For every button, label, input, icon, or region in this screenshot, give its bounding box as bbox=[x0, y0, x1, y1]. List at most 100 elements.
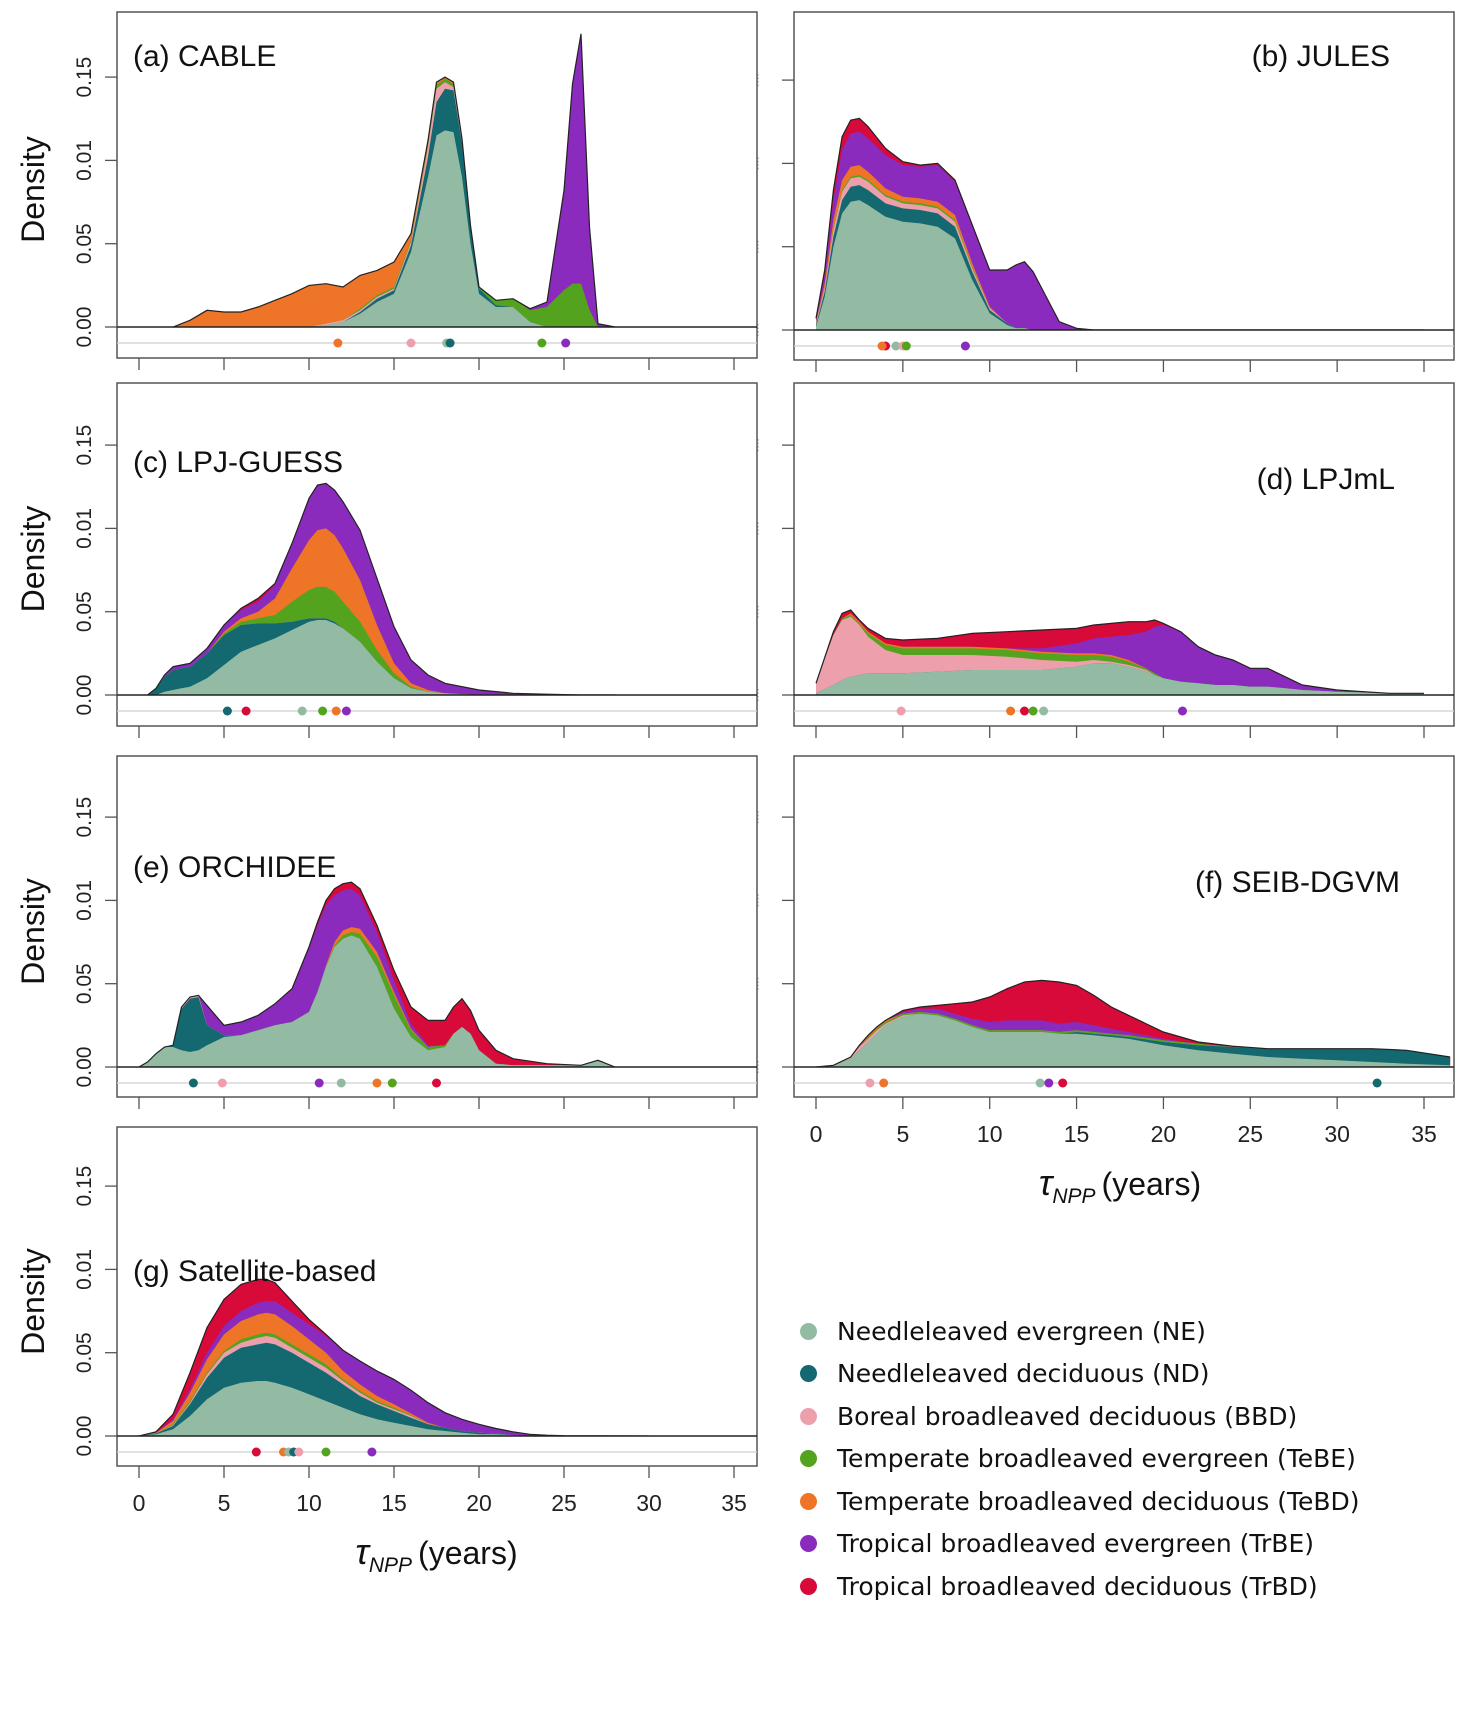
y-tick-label: 0.05 bbox=[73, 1332, 96, 1373]
y-axis-label: Density bbox=[15, 136, 51, 243]
x-tick-label: 0 bbox=[133, 1490, 146, 1516]
mean-dot-TrBD bbox=[241, 706, 251, 716]
plot-frame bbox=[116, 1126, 758, 1467]
legend-item-TrBD: Tropical broadleaved deciduous (TrBD) bbox=[800, 1565, 1360, 1608]
legend-label: Temperate broadleaved deciduous (TeBD) bbox=[837, 1486, 1360, 1516]
area-NE bbox=[816, 1013, 1451, 1067]
x-tick-label: 20 bbox=[1151, 1121, 1177, 1147]
mean-dot-TeBD bbox=[372, 1078, 382, 1088]
legend: Needleleaved evergreen (NE) Needleleaved … bbox=[800, 1310, 1360, 1608]
mean-dot-BBD bbox=[294, 1447, 304, 1457]
mean-dot-TrBE bbox=[314, 1078, 324, 1088]
panel-c: 0.00 0.05 0.01 0.15 Density (c) LPJ-GUESS bbox=[15, 382, 758, 738]
y-tick-label: 0.05 bbox=[73, 591, 96, 632]
mean-dot-TeBE bbox=[318, 706, 328, 716]
y-tick-label: 0.01 bbox=[73, 880, 96, 921]
mean-dot-TeBD bbox=[333, 338, 343, 348]
mean-dot-TeBE bbox=[1028, 706, 1038, 716]
mean-dot-NE bbox=[297, 706, 307, 716]
panel-a: 0.00 0.05 0.01 0.15 Density (a) CABLE bbox=[15, 11, 758, 370]
stacked-areas bbox=[172, 33, 616, 327]
legend-dot-icon bbox=[800, 1407, 817, 1425]
mean-dot-TrBE bbox=[1178, 706, 1187, 716]
legend-dot-icon bbox=[800, 1322, 817, 1340]
y-tick-label: 0.01 bbox=[73, 140, 96, 181]
y-tick-label: 0.15 bbox=[73, 57, 96, 98]
area-NE bbox=[139, 935, 615, 1067]
mean-dot-TrBE bbox=[1044, 1078, 1054, 1088]
mean-dot-BBD bbox=[406, 338, 416, 348]
legend-label: Tropical broadleaved deciduous (TrBD) bbox=[837, 1571, 1318, 1601]
legend-label: Temperate broadleaved evergreen (TeBE) bbox=[837, 1444, 1356, 1474]
density-outline bbox=[138, 881, 616, 1067]
mean-dot-ND bbox=[445, 338, 455, 348]
mean-dot-TrBE bbox=[367, 1447, 377, 1457]
area-NE bbox=[816, 200, 1424, 330]
plot-frame bbox=[793, 755, 1455, 1098]
x-tick-label: 5 bbox=[218, 1490, 231, 1516]
panel-d: (d) LPJmL bbox=[757, 382, 1455, 738]
mean-dot-ND bbox=[1372, 1078, 1382, 1088]
mean-dot-TeBE bbox=[537, 338, 547, 348]
mean-dot-NE bbox=[1039, 706, 1049, 716]
x-tick-label: 15 bbox=[381, 1490, 407, 1516]
y-axis-label: Density bbox=[15, 1248, 51, 1355]
plot-frame bbox=[116, 755, 758, 1098]
legend-item-TeBD: Temperate broadleaved deciduous (TeBD) bbox=[800, 1480, 1360, 1523]
stacked-areas bbox=[815, 609, 1424, 695]
y-tick-label: 0.01 bbox=[73, 508, 96, 549]
mean-dot-BBD bbox=[896, 706, 906, 716]
panel-title: (f) SEIB-DGVM bbox=[1195, 866, 1400, 899]
x-tick-label: 35 bbox=[721, 1490, 747, 1516]
mean-dot-TeBE bbox=[387, 1078, 397, 1088]
legend-dot-icon bbox=[800, 1450, 817, 1468]
panel-g: 0.00 0.05 0.01 0.15 Density 0 5 10 15 20 25 30 35 τNP… bbox=[15, 1126, 758, 1577]
x-tick-label: 35 bbox=[1411, 1121, 1437, 1147]
mean-dot-TrBD bbox=[432, 1078, 441, 1088]
x-axis-label: τNPP (years) bbox=[355, 1531, 517, 1577]
mean-dot-TeBE bbox=[321, 1447, 331, 1457]
x-tick-label: 20 bbox=[466, 1490, 492, 1516]
panel-b: (b) JULES bbox=[757, 11, 1455, 372]
panel-title: (e) ORCHIDEE bbox=[133, 851, 336, 884]
legend-label: Needleleaved evergreen (NE) bbox=[837, 1316, 1206, 1346]
y-axis-label: Density bbox=[15, 506, 51, 613]
panel-title: (d) LPJmL bbox=[1257, 463, 1395, 496]
mean-dot-TrBD bbox=[1020, 706, 1029, 716]
mean-dot-BBD bbox=[865, 1078, 875, 1088]
density-outline bbox=[172, 33, 616, 327]
mean-dot-TrBE bbox=[341, 706, 351, 716]
density-outline bbox=[147, 482, 615, 695]
legend-label: Boreal broadleaved deciduous (BBD) bbox=[837, 1401, 1298, 1431]
area-NE bbox=[147, 620, 615, 695]
legend-dot-icon bbox=[800, 1535, 817, 1553]
x-tick-label: 0 bbox=[810, 1121, 823, 1147]
panel-title: (g) Satellite-based bbox=[133, 1255, 376, 1288]
area-NE bbox=[816, 663, 1424, 695]
plot-frame bbox=[116, 382, 758, 727]
legend-item-ND: Needleleaved deciduous (ND) bbox=[800, 1353, 1360, 1396]
mean-dot-ND bbox=[188, 1078, 198, 1088]
plot-frame bbox=[116, 11, 758, 359]
legend-dot-icon bbox=[800, 1577, 817, 1595]
area-TeBE bbox=[173, 78, 615, 327]
mean-dot-TeBD bbox=[877, 341, 887, 351]
stacked-areas bbox=[147, 482, 615, 695]
legend-label: Tropical broadleaved evergreen (TrBE) bbox=[837, 1529, 1314, 1559]
x-axis-label: τNPP (years) bbox=[1039, 1162, 1201, 1208]
x-tick-label: 15 bbox=[1064, 1121, 1090, 1147]
stacked-areas bbox=[815, 117, 1424, 330]
stacked-areas bbox=[138, 1278, 650, 1436]
legend-item-NE: Needleleaved evergreen (NE) bbox=[800, 1310, 1360, 1353]
y-tick-label: 0.15 bbox=[73, 1166, 96, 1207]
legend-item-TeBE: Temperate broadleaved evergreen (TeBE) bbox=[800, 1438, 1360, 1481]
x-tick-label: 25 bbox=[1237, 1121, 1263, 1147]
y-tick-label: 0.15 bbox=[73, 797, 96, 838]
legend-dot-icon bbox=[800, 1492, 817, 1510]
mean-dot-NE bbox=[1035, 1078, 1045, 1088]
legend-item-TrBE: Tropical broadleaved evergreen (TrBE) bbox=[800, 1523, 1360, 1566]
panel-title: (c) LPJ-GUESS bbox=[133, 446, 343, 479]
x-tick-label: 10 bbox=[977, 1121, 1003, 1147]
density-outline bbox=[815, 979, 1451, 1067]
mean-dot-TrBE bbox=[561, 338, 571, 348]
